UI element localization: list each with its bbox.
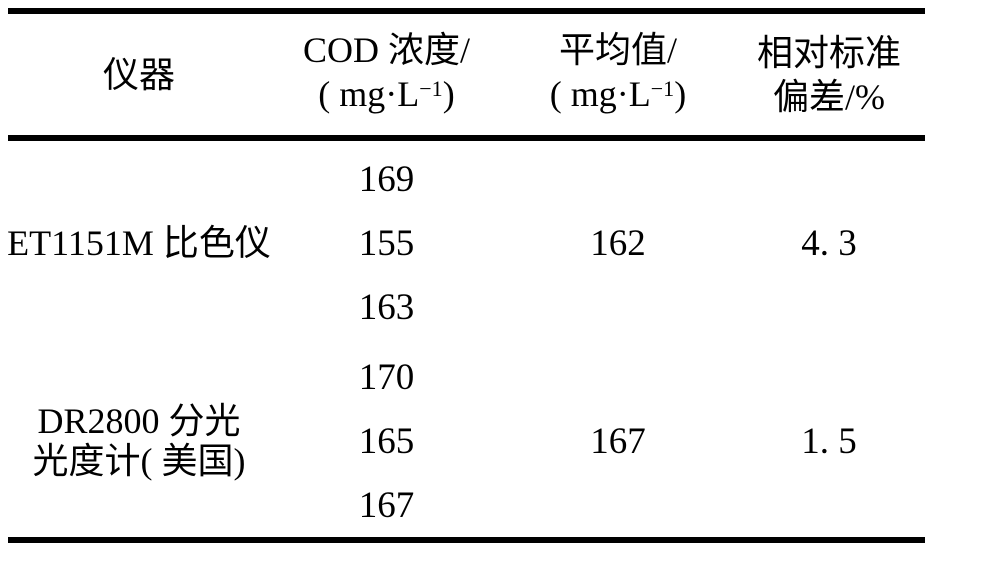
unit-prefix: ( mg·L — [549, 74, 651, 114]
unit-superscript: −1 — [419, 76, 443, 102]
instrument-cell: ET1151M 比色仪 — [7, 147, 271, 339]
unit-prefix: ( mg·L — [318, 74, 420, 114]
header-cod-unit: ( mg·L−1) — [318, 72, 454, 121]
cod-value: 155 — [358, 222, 415, 264]
rsd-value-cell: 1. 5 — [801, 420, 857, 462]
header-rsd-label-line2: 偏差/% — [773, 76, 885, 117]
average-value-cell: 162 — [590, 222, 646, 264]
unit-suffix: ) — [442, 74, 455, 114]
table-bottom-rule — [8, 537, 925, 543]
header-cell-cod: COD 浓度/ ( mg·L−1) — [270, 14, 503, 135]
header-instrument-label: 仪器 — [102, 54, 175, 95]
instrument-name-line1: DR2800 分光 — [37, 401, 241, 441]
instrument-name-line2: 光度计( 美国) — [32, 441, 246, 481]
cod-value: 170 — [358, 356, 415, 398]
header-cell-rsd: 相对标准 偏差/% — [733, 14, 925, 135]
instrument-name: ET1151M 比色仪 — [7, 223, 271, 263]
header-average-label: 平均值/ — [558, 30, 677, 70]
cod-value: 167 — [358, 484, 415, 526]
table-header-rule — [8, 135, 925, 141]
cod-value: 165 — [358, 420, 415, 462]
header-rsd-label-line1: 相对标准 — [756, 32, 901, 73]
unit-superscript: −1 — [650, 76, 675, 102]
header-cod-label: COD 浓度/ — [302, 30, 470, 70]
cod-value: 163 — [358, 286, 415, 328]
cod-value: 169 — [358, 158, 415, 200]
table-header-row: 仪器 COD 浓度/ ( mg·L−1) 平均值/ ( mg·L−1) 相对标准… — [8, 14, 925, 135]
cod-values-cell: 169 155 163 — [270, 147, 503, 339]
table-group-row-et1151m: ET1151M 比色仪 169 155 163 162 4. 3 — [7, 141, 925, 339]
table-group-row-dr2800: DR2800 分光 光度计( 美国) 170 165 167 167 1. 5 — [8, 339, 925, 537]
header-average-unit: ( mg·L−1) — [550, 72, 686, 121]
table-top-rule — [8, 8, 925, 14]
average-value-cell: 167 — [590, 420, 646, 462]
cod-values-cell: 170 165 167 — [270, 345, 503, 537]
instrument-cell: DR2800 分光 光度计( 美国) — [8, 345, 270, 537]
header-cell-instrument: 仪器 — [8, 14, 270, 135]
unit-suffix: ) — [674, 74, 687, 114]
rsd-value-cell: 4. 3 — [801, 222, 857, 264]
header-cell-average: 平均值/ ( mg·L−1) — [503, 14, 733, 135]
